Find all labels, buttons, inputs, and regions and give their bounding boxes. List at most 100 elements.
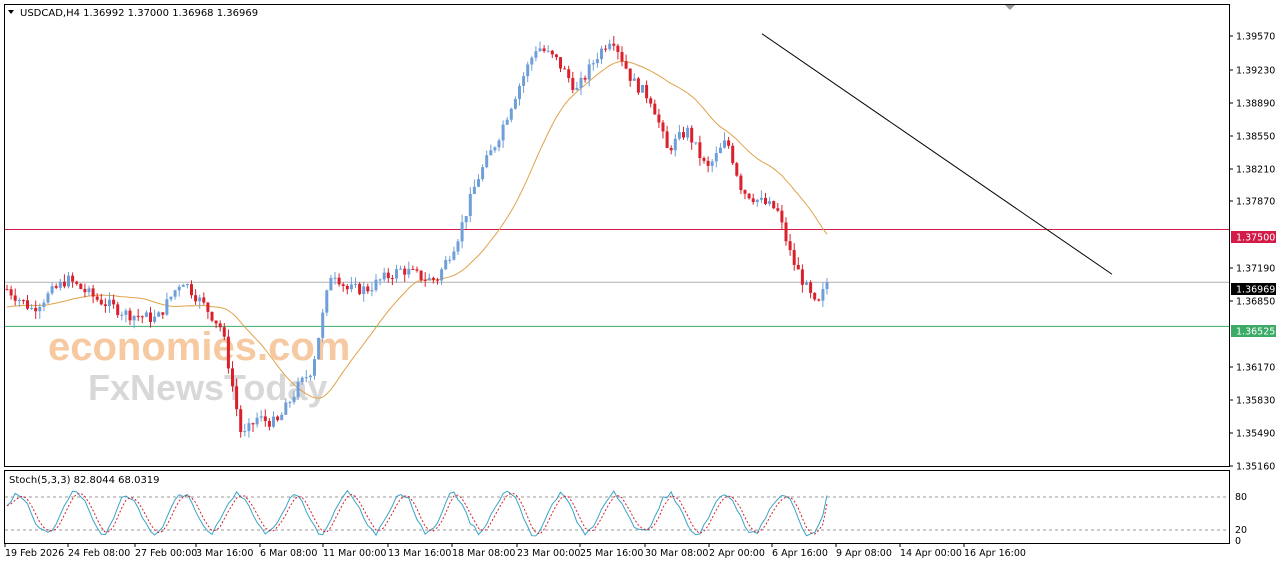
symbol-menu-icon[interactable]	[8, 10, 14, 14]
candle-body	[661, 122, 665, 132]
time-tick-label: 18 Mar 08:00	[452, 548, 515, 559]
candle-body	[386, 272, 390, 279]
candle-body	[739, 175, 743, 191]
candle-body	[411, 268, 415, 270]
time-tick-label: 16 Apr 16:00	[964, 548, 1026, 559]
candle-body	[427, 277, 431, 281]
candle-body	[358, 283, 362, 295]
price-tick-label: 1.39230	[1236, 66, 1275, 77]
candle-body	[559, 57, 562, 69]
candle-body	[554, 54, 558, 58]
candle-body	[91, 288, 95, 297]
chart-shift-marker-icon[interactable]	[1005, 5, 1015, 10]
candle-body	[71, 275, 75, 282]
candle-body	[255, 417, 259, 425]
candle-body	[370, 289, 374, 292]
candle-body	[710, 161, 714, 166]
candle-body	[796, 264, 800, 270]
candle-body	[108, 299, 111, 306]
candle-body	[718, 147, 722, 154]
candle-body	[575, 87, 579, 90]
candle-body	[103, 304, 107, 306]
candle-body	[800, 269, 804, 285]
candle-body	[468, 193, 472, 217]
price-tick-label: 1.35830	[1236, 396, 1275, 407]
candle-body	[616, 45, 620, 52]
candle-body	[296, 382, 300, 397]
candle-body	[226, 336, 230, 369]
candle-body	[550, 50, 554, 55]
candle-body	[30, 307, 34, 309]
candle-body	[542, 48, 546, 52]
time-tick-label: 14 Apr 00:00	[900, 548, 962, 559]
price-tick-label: 1.39570	[1236, 32, 1275, 43]
price-tick-label: 1.38210	[1236, 165, 1275, 176]
candle-body	[83, 288, 87, 293]
time-tick-label: 27 Feb 00:00	[135, 548, 197, 559]
stoch-tick-label: 80	[1235, 492, 1247, 503]
candle-body	[202, 297, 206, 303]
candle-body	[267, 421, 271, 427]
candle-body	[194, 295, 198, 302]
candle-body	[817, 299, 821, 301]
candle-body	[378, 279, 382, 281]
candle-body	[731, 145, 735, 164]
candle-body	[149, 312, 152, 323]
candle-body	[727, 140, 731, 146]
candle-body	[776, 208, 780, 211]
candle-body	[513, 99, 517, 109]
stochastic-layer: 80 200	[5, 489, 1247, 547]
candle-body	[452, 251, 456, 260]
candle-body	[821, 289, 825, 301]
stoch-header: Stoch(5,3,3) 82.8044 68.0319	[9, 475, 160, 486]
candle-body	[185, 284, 189, 286]
candle-body	[444, 260, 448, 270]
candle-body	[276, 416, 280, 421]
candle-body	[620, 51, 624, 62]
support-level-badge	[1231, 325, 1276, 337]
time-tick-label: 6 Mar 08:00	[260, 548, 317, 559]
candle-body	[247, 423, 251, 432]
candle-body	[448, 259, 452, 261]
candle-body	[694, 142, 698, 144]
candle-body	[431, 277, 435, 280]
candle-body	[395, 269, 398, 279]
candle-body	[13, 295, 17, 301]
candle-body	[34, 307, 38, 312]
candle-body	[604, 48, 608, 50]
candles-layer	[5, 35, 829, 438]
candle-body	[87, 288, 91, 293]
candle-body	[493, 147, 497, 151]
candle-body	[665, 131, 669, 148]
candle-body	[374, 279, 378, 290]
candle-body	[239, 409, 243, 433]
candle-body	[682, 132, 685, 138]
candle-body	[768, 201, 772, 204]
candle-body	[825, 282, 829, 290]
candle-body	[784, 222, 788, 242]
candle-body	[161, 312, 165, 315]
candle-body	[632, 78, 636, 81]
candle-body	[362, 286, 366, 295]
candle-body	[743, 190, 747, 194]
candle-body	[456, 241, 460, 252]
candle-body	[272, 416, 275, 427]
candle-body	[477, 179, 480, 187]
candle-body	[181, 285, 185, 287]
candle-body	[805, 282, 808, 285]
candle-body	[337, 277, 341, 285]
candle-body	[329, 278, 333, 291]
candle-body	[169, 296, 173, 300]
candle-body	[26, 300, 29, 309]
candle-body	[46, 293, 50, 303]
candle-body	[132, 315, 136, 321]
candle-body	[497, 140, 501, 148]
candle-body	[419, 270, 423, 280]
candle-body	[206, 302, 210, 312]
candle-body	[38, 306, 42, 312]
candle-body	[124, 310, 128, 315]
candle-body	[284, 402, 288, 415]
candle-body	[42, 302, 46, 307]
candle-body	[313, 359, 316, 376]
